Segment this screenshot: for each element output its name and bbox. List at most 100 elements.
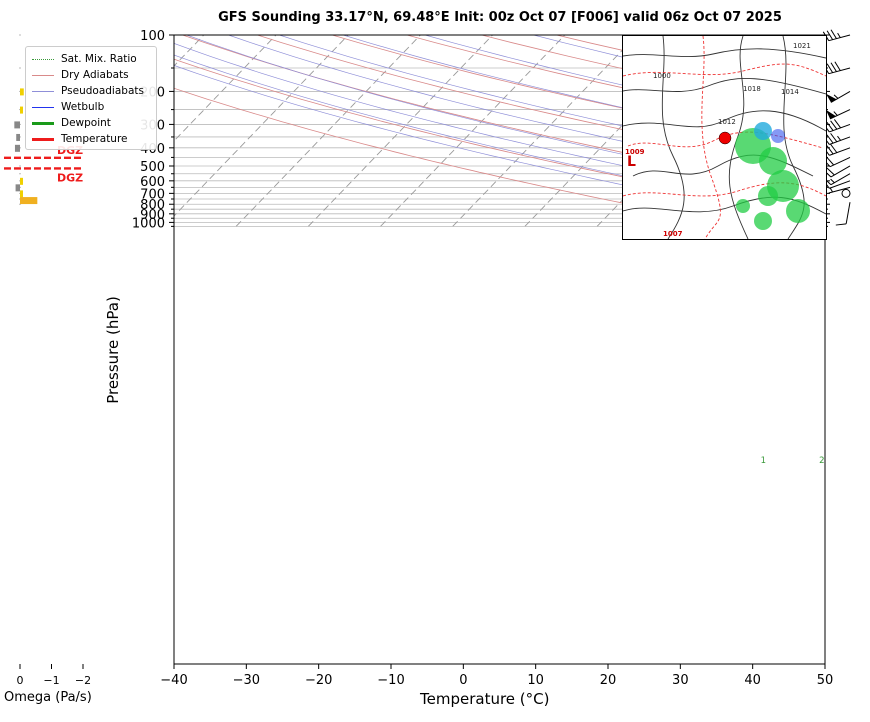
wind-barb (822, 133, 851, 145)
y-tick-label: 600 (140, 175, 165, 190)
x-tick-label: 10 (527, 673, 544, 688)
x-axis-label: Temperature (°C) (420, 690, 550, 708)
map-precip (759, 147, 787, 175)
omega-x-tick-label: −1 (43, 674, 59, 687)
mixing-ratio-label: 2 (819, 456, 824, 466)
pseudoadiabat (279, 35, 825, 174)
map-precip (771, 129, 785, 143)
legend-swatch (32, 91, 54, 92)
y-tick-label: 500 (140, 160, 165, 175)
dry-adiabat (856, 35, 870, 226)
wind-barb (825, 109, 851, 120)
legend-item: Pseudoadiabats (32, 85, 144, 98)
omega-bar (20, 88, 24, 96)
mixing-ratio-label: 1 (761, 456, 766, 466)
omega-axis-label: Omega (Pa/s) (4, 690, 92, 705)
x-tick-label: −10 (377, 673, 404, 688)
isotherm-line (308, 35, 493, 227)
page-title: GFS Sounding 33.17°N, 69.48°E Init: 00z … (218, 10, 782, 25)
legend-item: Temperature (32, 133, 128, 146)
y-tick-label: 700 (140, 187, 165, 202)
legend-item: Sat. Mix. Ratio (32, 53, 137, 66)
map-precip (758, 186, 778, 206)
y-tick-label: 1000 (132, 216, 165, 231)
isotherm-line (174, 35, 349, 217)
omega-bar (14, 144, 20, 152)
legend-swatch (32, 107, 54, 108)
map-thickness (623, 63, 826, 77)
legend-swatch (32, 138, 54, 141)
omega-bar (14, 121, 20, 129)
wind-barb (822, 143, 851, 156)
legend-label: Temperature (61, 133, 128, 145)
y-tick-label: 800 (140, 198, 165, 213)
map-label: 1000 (653, 72, 671, 80)
omega-x-tick-label: −2 (75, 674, 91, 687)
omega-bar (15, 184, 20, 192)
chart-legend: Sat. Mix. Ratio Dry Adiabats Pseudoadiabat… (25, 46, 157, 150)
legend-item: Dewpoint (32, 117, 111, 130)
x-tick-label: 40 (744, 673, 761, 688)
map-precip (754, 122, 772, 140)
map-contour (623, 48, 826, 59)
y-tick-label: 900 (140, 208, 165, 223)
legend-label: Dewpoint (61, 117, 111, 129)
map-label: 1014 (781, 88, 799, 96)
isotherm-line (380, 35, 566, 227)
map-label: 1007 (663, 230, 683, 238)
map-label: L (627, 154, 636, 170)
map-label: 1012 (718, 118, 736, 126)
wind-barb (823, 173, 851, 186)
x-tick-label: −20 (305, 673, 332, 688)
inset-map: 1021 1018 1014 1012 1009 L 1007 1000 (622, 35, 827, 240)
y-tick-label: 100 (140, 29, 165, 44)
x-tick-label: −30 (233, 673, 260, 688)
map-precip (736, 199, 750, 213)
wind-barb (822, 29, 851, 42)
map-contour (661, 36, 685, 239)
map-thickness (701, 36, 721, 239)
location-marker (718, 131, 732, 145)
map-precip (754, 212, 772, 230)
map-label: 1018 (743, 85, 761, 93)
omega-bar (20, 106, 23, 114)
wind-barb (825, 90, 851, 103)
legend-item: Wetbulb (32, 101, 104, 114)
map-label: 1021 (793, 42, 811, 50)
legend-label: Sat. Mix. Ratio (61, 53, 137, 65)
map-thickness (623, 182, 826, 197)
legend-label: Dry Adiabats (61, 69, 129, 81)
dry-adiabat (257, 35, 825, 170)
wind-barb (823, 165, 851, 178)
x-tick-label: 20 (600, 673, 617, 688)
isotherm-line (452, 35, 638, 227)
legend-label: Wetbulb (61, 101, 105, 113)
wind-barb (835, 202, 851, 226)
omega-bar (20, 190, 23, 198)
x-tick-label: 0 (459, 673, 467, 688)
dgz-label: DGZ (57, 171, 83, 184)
x-tick-label: 50 (817, 673, 834, 688)
y-axis-label: Pressure (hPa) (104, 296, 122, 404)
map-label: 1009 (625, 148, 645, 156)
wind-barb (828, 186, 851, 194)
legend-swatch (32, 59, 54, 60)
isotherm-line (235, 35, 421, 227)
plot-frame (173, 34, 826, 665)
map-contour (623, 77, 826, 95)
wind-barb (822, 156, 851, 168)
omega-x-tick-label: 0 (17, 674, 24, 687)
legend-label: Pseudoadiabats (61, 85, 144, 97)
x-tick-label: −40 (160, 673, 187, 688)
x-tick-label: 30 (672, 673, 689, 688)
omega-bar (20, 177, 23, 185)
map-precip (786, 199, 810, 223)
wind-barb (822, 119, 851, 133)
isotherm-line (174, 35, 277, 142)
legend-swatch (32, 75, 54, 76)
map-contour (623, 110, 826, 132)
omega-bar (16, 133, 20, 141)
wind-barb (841, 188, 851, 198)
legend-swatch (32, 122, 54, 125)
